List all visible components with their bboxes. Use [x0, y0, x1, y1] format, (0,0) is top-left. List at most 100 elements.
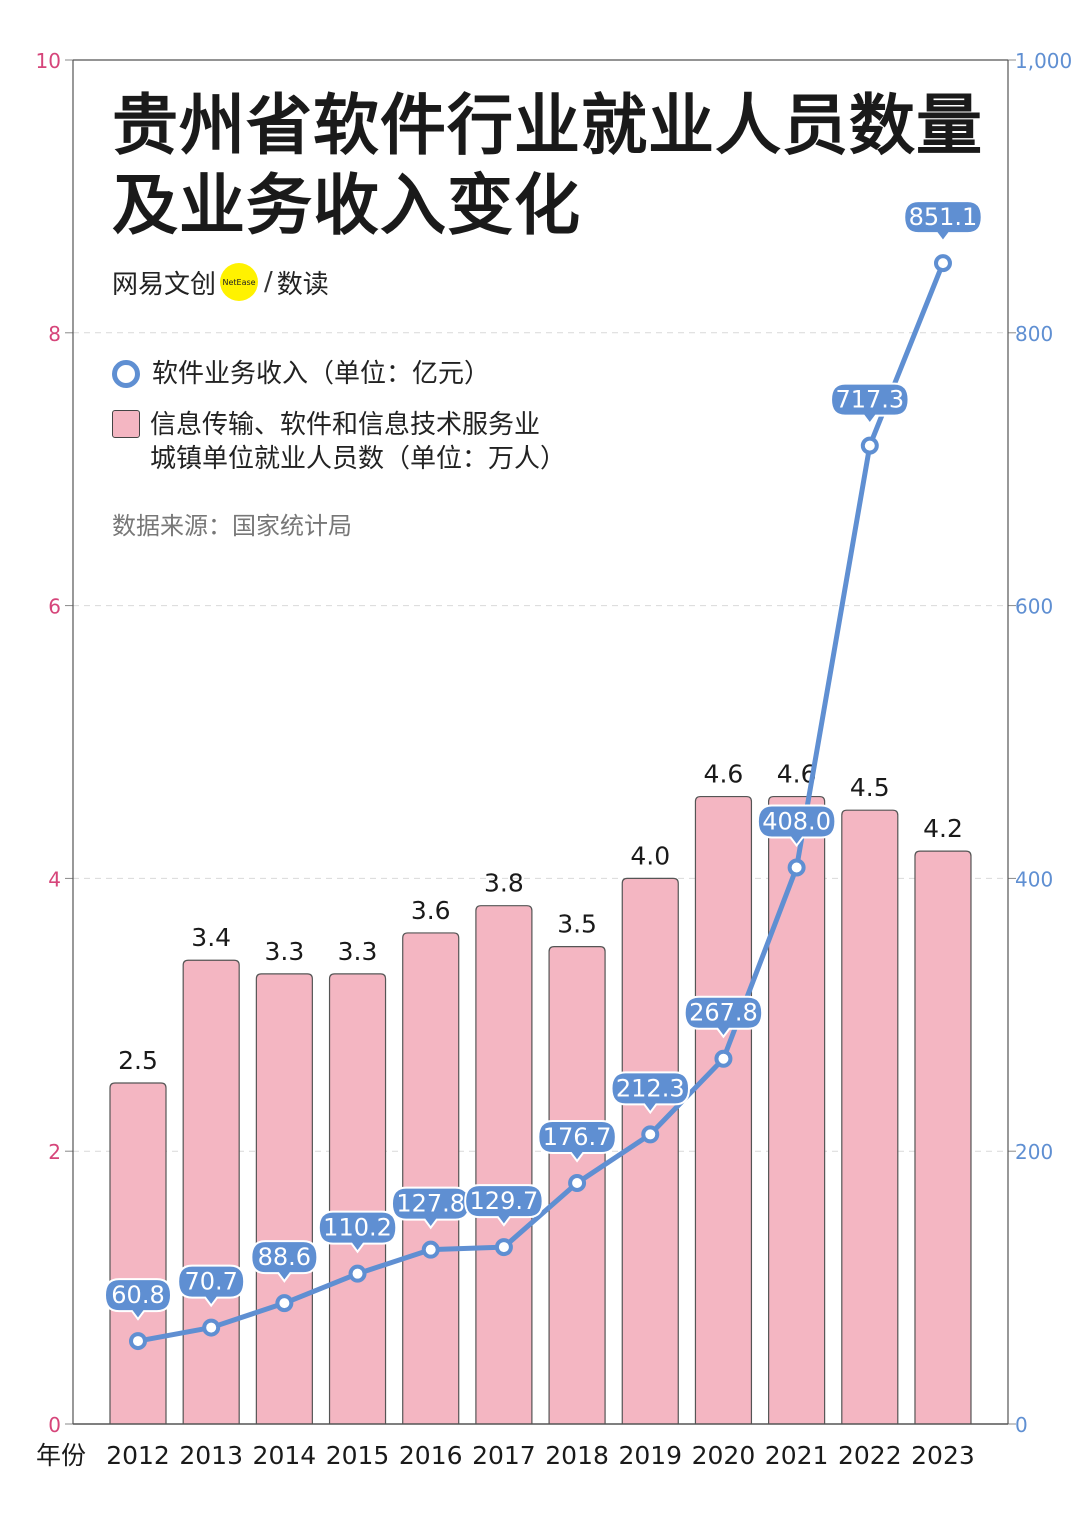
bar-2021	[768, 795, 826, 1424]
revenue-callout	[250, 1240, 319, 1283]
x-tick-label: 2022	[838, 1441, 902, 1470]
right-axis-tick-label: 1,000	[1015, 49, 1072, 73]
right-axis-tick-label: 200	[1015, 1140, 1053, 1164]
revenue-point-2017	[494, 1238, 513, 1257]
revenue-callout	[610, 1071, 691, 1115]
x-tick-label: 2023	[911, 1441, 975, 1470]
bar-2014	[255, 973, 313, 1424]
x-tick-label: 2021	[765, 1441, 829, 1470]
x-axis-title: 年份	[36, 1441, 86, 1470]
brand-name: 网易文创	[112, 269, 217, 300]
revenue-callout	[683, 995, 764, 1039]
revenue-value-label: 176.7	[543, 1123, 612, 1151]
revenue-value-label: 408.0	[762, 807, 831, 835]
bar-value-label: 2.5	[118, 1046, 158, 1075]
left-axis-tick-label: 2	[48, 1140, 61, 1164]
legend-revenue-label: 软件业务收入（单位：亿元）	[152, 359, 491, 389]
bar-value-label: 3.4	[191, 923, 231, 952]
x-tick-label: 2018	[545, 1441, 609, 1470]
bar-2019	[621, 877, 679, 1424]
bar-value-label: 3.3	[264, 937, 304, 966]
x-tick-label: 2017	[472, 1441, 536, 1470]
bar-value-label: 4.0	[630, 841, 670, 870]
netease-logo: NetEase	[220, 263, 259, 301]
revenue-point-2015	[348, 1264, 367, 1283]
brand: 网易文创 NetEase / 数读	[112, 262, 329, 302]
revenue-point-2013	[202, 1318, 221, 1337]
revenue-point-2019	[641, 1125, 660, 1144]
revenue-value-label: 212.3	[616, 1074, 685, 1102]
bar-value-label: 3.5	[557, 910, 597, 939]
line-marker-icon	[112, 360, 140, 388]
data-source: 数据来源：国家统计局	[112, 512, 352, 540]
legend: 软件业务收入（单位：亿元） 信息传输、软件和信息技术服务业 城镇单位就业人员数（…	[112, 352, 566, 488]
right-axis-tick-label: 0	[1015, 1413, 1028, 1437]
chart-title-line2: 及业务收入变化	[112, 167, 581, 244]
brand-separator: /	[264, 267, 273, 297]
revenue-value-label: 267.8	[689, 999, 758, 1027]
left-axis-tick-label: 4	[48, 867, 61, 891]
revenue-callout	[177, 1264, 246, 1308]
revenue-line	[135, 260, 946, 1344]
bar-value-label: 4.5	[850, 773, 890, 802]
revenue-value-label: 110.2	[323, 1214, 392, 1242]
revenue-value-label: 88.6	[258, 1243, 311, 1271]
revenue-point-2016	[421, 1240, 440, 1259]
bar-2016	[402, 932, 460, 1424]
brand-sub: 数读	[276, 269, 329, 300]
bar-2020	[694, 795, 753, 1424]
chart-title: 贵州省软件行业就业人员数量 及业务收入变化	[112, 86, 983, 246]
bar-2015	[328, 973, 387, 1424]
revenue-callout	[464, 1184, 544, 1227]
revenue-point-2012	[129, 1332, 147, 1351]
revenue-value-label: 127.8	[396, 1190, 465, 1218]
x-tick-label: 2019	[618, 1441, 682, 1470]
x-tick-label: 2014	[253, 1441, 317, 1470]
x-tick-label: 2012	[106, 1441, 170, 1470]
revenue-point-2020	[714, 1049, 733, 1068]
revenue-callout	[317, 1210, 398, 1254]
right-axis-tick-label: 600	[1015, 595, 1053, 619]
revenue-callout	[537, 1119, 617, 1163]
bar-value-label: 3.3	[338, 937, 378, 966]
bar-value-label: 3.6	[411, 896, 451, 925]
revenue-callout	[830, 382, 910, 426]
right-axis-tick-label: 800	[1015, 322, 1053, 346]
revenue-value-label: 60.8	[111, 1281, 164, 1309]
revenue-point-2021	[787, 858, 806, 877]
legend-employment-label-line1: 信息传输、软件和信息技术服务业	[150, 410, 541, 440]
bar-value-label: 4.2	[923, 814, 963, 843]
revenue-point-2022	[860, 436, 879, 455]
left-axis-tick-label: 10	[36, 49, 61, 73]
revenue-point-2023	[933, 254, 952, 273]
revenue-value-label: 129.7	[470, 1187, 539, 1215]
bar-2017	[475, 905, 533, 1424]
bar-2012	[109, 1082, 167, 1424]
legend-employment-label: 信息传输、软件和信息技术服务业 城镇单位就业人员数（单位：万人）	[150, 408, 566, 476]
legend-item-revenue: 软件业务收入（单位：亿元）	[112, 352, 566, 396]
bar-value-label: 4.6	[704, 760, 744, 789]
revenue-callout	[756, 804, 837, 848]
revenue-point-2014	[275, 1294, 294, 1313]
chart-title-line1: 贵州省软件行业就业人员数量	[112, 87, 983, 164]
x-tick-label: 2013	[179, 1441, 243, 1470]
x-tick-label: 2016	[399, 1441, 463, 1470]
bar-2023	[914, 850, 972, 1424]
left-axis-tick-label: 0	[48, 1413, 61, 1437]
revenue-value-label: 70.7	[184, 1268, 237, 1296]
left-axis-tick-label: 6	[48, 595, 61, 619]
bar-marker-icon	[112, 410, 140, 438]
revenue-callout	[903, 200, 983, 243]
x-tick-label: 2020	[692, 1441, 756, 1470]
left-axis-tick-label: 8	[48, 322, 61, 346]
revenue-value-label: 717.3	[835, 386, 904, 414]
bar-2022	[841, 809, 899, 1424]
legend-employment-label-line2: 城镇单位就业人员数（单位：万人）	[150, 444, 567, 474]
bar-value-label: 3.8	[484, 869, 524, 898]
revenue-point-2018	[568, 1173, 587, 1192]
x-tick-label: 2015	[326, 1441, 390, 1470]
revenue-callout	[103, 1278, 173, 1321]
legend-item-employment: 信息传输、软件和信息技术服务业 城镇单位就业人员数（单位：万人）	[112, 408, 566, 476]
right-axis-tick-label: 400	[1015, 867, 1053, 891]
